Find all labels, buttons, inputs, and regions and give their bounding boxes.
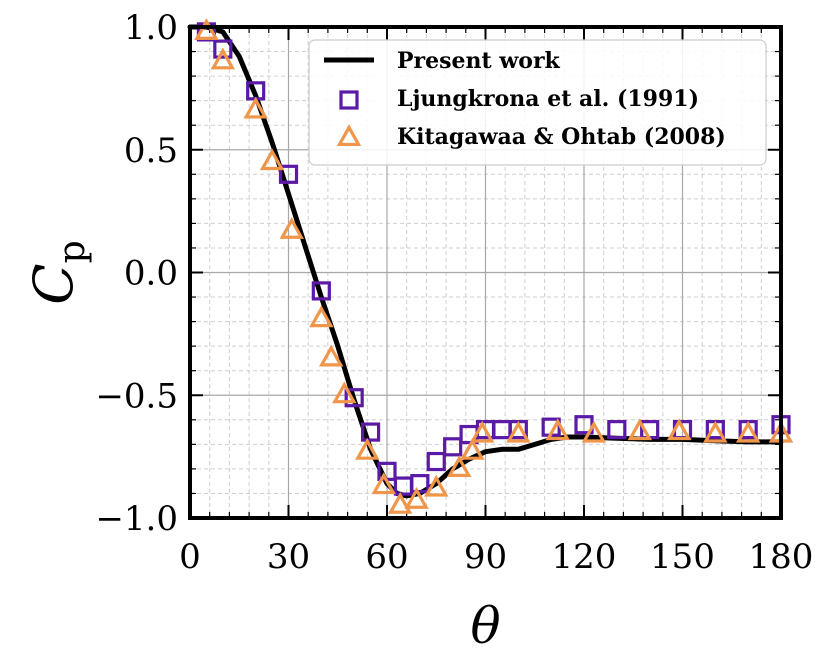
triangle-data-point	[424, 474, 449, 497]
square-data-point	[607, 420, 627, 440]
triangle-data-point	[627, 418, 653, 441]
y-tick-label: −0.5	[95, 376, 178, 416]
x-tick-label: 90	[464, 537, 507, 577]
triangle-data-point	[460, 437, 485, 460]
triangle-data-point	[735, 420, 761, 443]
legend-marker-triangle	[336, 124, 362, 147]
square-data-point	[344, 388, 364, 408]
y-axis-label-main: Cp	[22, 240, 93, 304]
y-axis-label: Cp	[22, 240, 93, 304]
y-tick-label: 1.0	[124, 8, 178, 48]
triangle-data-point	[703, 420, 728, 443]
legend-label: Ljungkrona et al. (1991)	[397, 86, 699, 112]
square-data-point	[360, 422, 381, 442]
x-tick-label: 30	[267, 537, 310, 577]
y-axis-label-symbol: C	[22, 263, 85, 304]
y-tick-label: −1.0	[95, 499, 178, 539]
triangle-data-point	[355, 437, 380, 460]
triangle-data-point	[447, 455, 472, 477]
legend-marker-square	[339, 90, 359, 110]
triangle-data-point	[666, 418, 692, 441]
triangle-data-point	[545, 418, 570, 441]
plot-frame	[188, 25, 783, 520]
triangle-data-point	[506, 420, 531, 443]
y-tick-label: 0.5	[124, 131, 178, 171]
square-data-point	[311, 281, 331, 301]
square-data-point	[278, 164, 299, 184]
triangle-data-point	[243, 96, 268, 119]
series-layer	[187, 18, 794, 514]
triangle-data-point	[332, 381, 357, 404]
square-data-point	[443, 437, 463, 457]
triangle-data-point	[371, 472, 396, 495]
y-tick-label: 0.0	[124, 254, 178, 294]
x-tick-label: 180	[749, 537, 814, 577]
x-tick-label: 60	[365, 537, 408, 577]
legend-label: Present work	[397, 48, 561, 74]
triangle-data-point	[387, 491, 413, 514]
square-data-point	[426, 451, 446, 472]
square-data-point	[492, 420, 512, 440]
x-tick-label: 150	[650, 537, 715, 577]
triangle-data-point	[279, 216, 305, 239]
square-data-point	[410, 474, 430, 494]
triangle-data-point	[469, 420, 495, 443]
legend-box	[308, 39, 767, 166]
triangle-data-point	[210, 47, 236, 70]
x-tick-label: 120	[552, 537, 617, 577]
triangle-data-point	[318, 344, 344, 367]
x-tick-label: 0	[179, 537, 201, 577]
y-axis-label-subscript: p	[52, 240, 93, 263]
legend-label: Kitagawaa & Ohtab (2008)	[397, 124, 726, 150]
square-data-point	[213, 39, 233, 59]
x-axis-label: θ	[470, 597, 500, 655]
triangle-data-point	[309, 305, 334, 328]
triangle-data-point	[581, 420, 607, 443]
triangle-data-point	[259, 148, 285, 171]
triangle-data-point	[194, 18, 219, 40]
legend: Present work Ljungkrona et al. (1991) Kita…	[308, 39, 767, 166]
triangle-data-point	[404, 486, 429, 509]
tick-labels: 0 30 60 90 120 150 180 −1.0 −0.5 0.0 0.5 1.0	[95, 8, 813, 577]
